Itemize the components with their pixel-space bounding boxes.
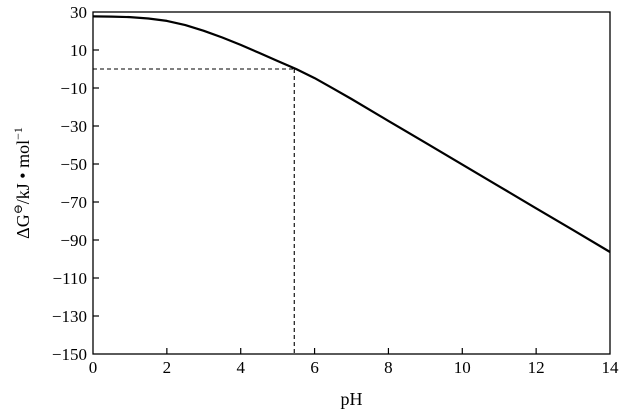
y-axis-title: ΔG⊖/kJ • mol−1: [11, 127, 33, 239]
y-tick-label: −110: [53, 269, 87, 288]
x-axis-ticks: 0 2 4 6 8 10 12 14: [89, 348, 619, 377]
x-tick-label: 2: [163, 358, 172, 377]
y-tick-label: −10: [60, 79, 87, 98]
x-tick-label: 8: [384, 358, 393, 377]
y-axis-title-exponent: −1: [11, 127, 25, 140]
x-tick-label: 14: [602, 358, 620, 377]
y-tick-label: 30: [70, 3, 87, 22]
y-tick-label: −150: [52, 345, 87, 364]
y-tick-label: 10: [70, 41, 87, 60]
y-tick-label: −90: [60, 231, 87, 250]
y-axis-ticks: 30 10 −10 −30 −50 −70 −90 −110 −130 −150: [52, 3, 99, 364]
x-tick-label: 10: [454, 358, 471, 377]
y-tick-label: −130: [52, 307, 87, 326]
series-lines: [92, 15, 611, 253]
x-axis-title: pH: [341, 389, 363, 409]
x-tick-label: 12: [528, 358, 545, 377]
x-tick-label: 4: [236, 358, 245, 377]
y-axis-title-symbol: ΔG: [13, 214, 33, 239]
x-tick-label: 6: [310, 358, 319, 377]
y-tick-label: −30: [60, 117, 87, 136]
y-axis-title-units: /kJ • mol: [13, 140, 33, 204]
x-tick-label: 0: [89, 358, 98, 377]
y-tick-label: −70: [60, 193, 87, 212]
y-tick-label: −50: [60, 155, 87, 174]
y-axis-title-superscript: ⊖: [11, 204, 25, 214]
series-line: [92, 15, 611, 253]
plot-frame: [92, 11, 611, 355]
plot-area: [92, 11, 611, 355]
guide-lines: [93, 68, 295, 354]
